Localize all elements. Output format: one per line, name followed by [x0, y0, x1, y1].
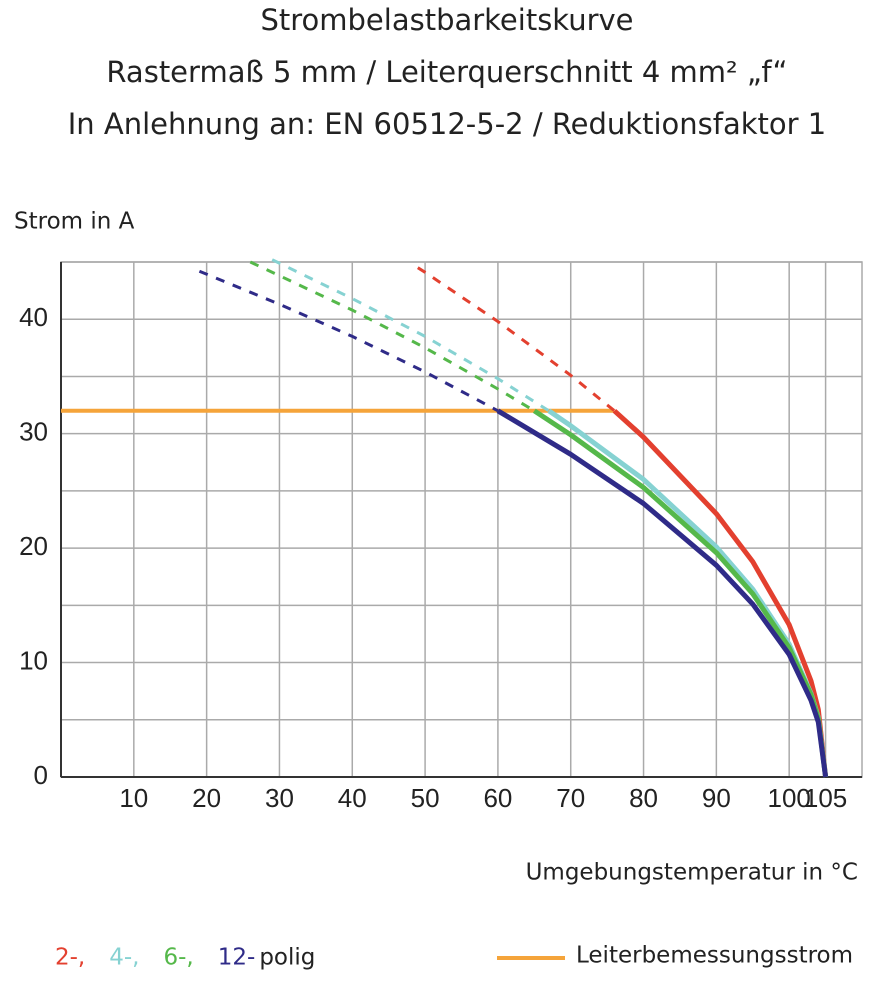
x-axis-label: Umgebungstemperatur in °C: [526, 860, 858, 886]
legend-label: 6-,: [164, 945, 194, 971]
x-tick-label: 50: [411, 783, 440, 813]
chart-title: In Anlehnung an: EN 60512-5-2 / Reduktio…: [68, 107, 827, 141]
x-tick-label: 80: [629, 783, 658, 813]
y-tick-label: 10: [19, 645, 48, 675]
y-tick-label: 40: [19, 302, 48, 332]
y-axis-label: Strom in A: [14, 209, 135, 235]
x-tick-label: 60: [483, 783, 512, 813]
x-tick-label: 20: [192, 783, 221, 813]
x-tick-label: 100: [767, 783, 810, 813]
legend-label: 4-,: [109, 945, 139, 971]
x-tick-label: 105: [804, 783, 847, 813]
chart-title: Rastermaß 5 mm / Leiterquerschnitt 4 mm²…: [106, 55, 787, 89]
x-tick-label: 40: [338, 783, 367, 813]
legend-label: 2-,: [55, 945, 85, 971]
x-tick-label: 70: [556, 783, 585, 813]
line: [612, 408, 829, 778]
x-tick-label: 10: [119, 783, 148, 813]
plot-area: [60, 261, 863, 778]
dashed-line: [198, 269, 499, 413]
dashed-line: [417, 266, 616, 412]
x-tick-label: 30: [265, 783, 294, 813]
dashed-line: [271, 258, 550, 413]
y-tick-label: 0: [34, 760, 48, 790]
x-tick-label: 90: [702, 783, 731, 813]
y-tick-label: 20: [19, 531, 48, 561]
chart-title: Strombelastbarkeitskurve: [260, 3, 633, 37]
line: [496, 408, 829, 778]
legend-label: 12-: [218, 945, 256, 971]
y-tick-label: 30: [19, 417, 48, 447]
dashed-line: [249, 260, 536, 413]
legend-label: polig: [259, 945, 315, 971]
line: [532, 408, 829, 778]
legend-label: Leiterbemessungsstrom: [576, 943, 853, 969]
